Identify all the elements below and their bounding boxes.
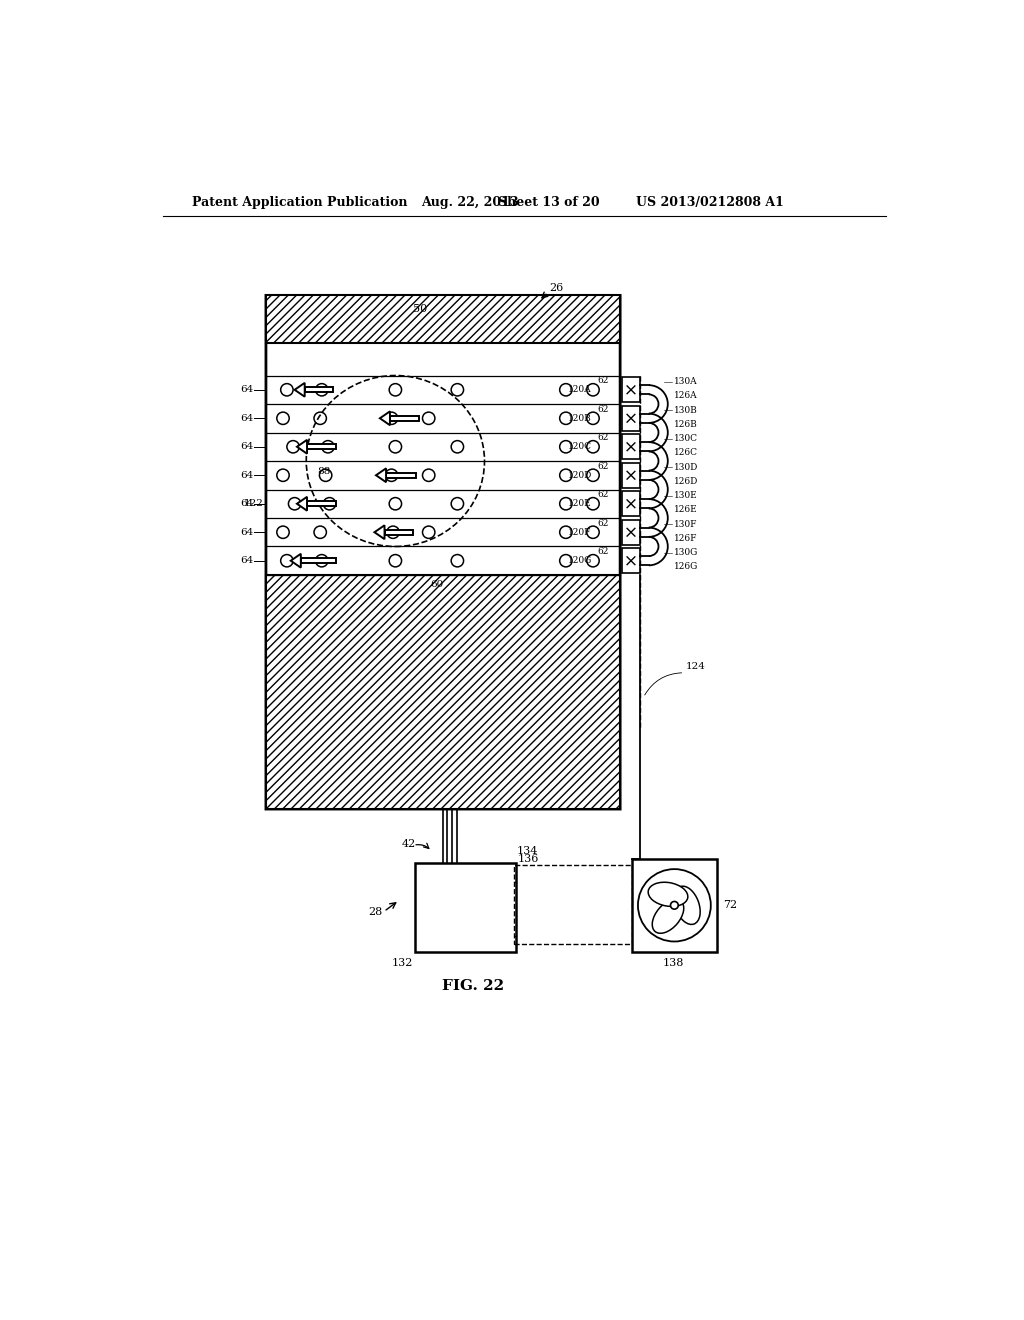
Text: 120D: 120D bbox=[568, 471, 593, 479]
Circle shape bbox=[638, 869, 711, 941]
Text: 62: 62 bbox=[597, 462, 608, 471]
Bar bbox=[623, 378, 640, 403]
Text: 120B: 120B bbox=[568, 413, 592, 422]
Bar bbox=[266, 296, 621, 343]
Polygon shape bbox=[291, 554, 301, 568]
Text: US 2013/0212808 A1: US 2013/0212808 A1 bbox=[636, 195, 783, 209]
Text: 126F: 126F bbox=[675, 533, 698, 543]
Polygon shape bbox=[305, 388, 334, 392]
Text: 126B: 126B bbox=[675, 420, 698, 429]
Text: Patent Application Publication: Patent Application Publication bbox=[191, 195, 408, 209]
Polygon shape bbox=[375, 525, 385, 539]
Polygon shape bbox=[307, 502, 336, 506]
Bar bbox=[623, 405, 640, 430]
Text: 138: 138 bbox=[663, 958, 684, 968]
Polygon shape bbox=[301, 558, 336, 564]
Ellipse shape bbox=[674, 886, 700, 924]
Text: 134: 134 bbox=[517, 846, 539, 857]
Polygon shape bbox=[307, 445, 336, 449]
Bar bbox=[632, 859, 717, 952]
Text: 120A: 120A bbox=[568, 385, 592, 395]
Text: 130F: 130F bbox=[675, 520, 698, 528]
Bar bbox=[623, 520, 640, 545]
Text: 72: 72 bbox=[723, 900, 737, 911]
Text: 126A: 126A bbox=[675, 392, 698, 400]
Text: 120F: 120F bbox=[568, 528, 592, 537]
Text: 62: 62 bbox=[597, 519, 608, 528]
Polygon shape bbox=[386, 473, 417, 478]
Text: 126G: 126G bbox=[675, 562, 698, 572]
Text: 130G: 130G bbox=[675, 548, 698, 557]
Text: 62: 62 bbox=[597, 491, 608, 499]
Text: 120E: 120E bbox=[568, 499, 592, 508]
Text: 62: 62 bbox=[597, 405, 608, 414]
Bar bbox=[266, 576, 621, 809]
Text: 64: 64 bbox=[241, 385, 254, 395]
Text: 120C: 120C bbox=[568, 442, 592, 451]
Text: 130A: 130A bbox=[675, 378, 698, 387]
Polygon shape bbox=[380, 412, 390, 425]
Text: 136: 136 bbox=[518, 854, 540, 865]
Text: 130B: 130B bbox=[675, 405, 698, 414]
Text: 62: 62 bbox=[597, 548, 608, 556]
Text: 130E: 130E bbox=[675, 491, 698, 500]
Bar bbox=[514, 866, 632, 944]
Text: Aug. 22, 2013: Aug. 22, 2013 bbox=[421, 195, 518, 209]
Text: FIG. 22: FIG. 22 bbox=[442, 979, 504, 993]
Text: 130D: 130D bbox=[675, 463, 698, 471]
FancyBboxPatch shape bbox=[266, 296, 621, 809]
Text: 64: 64 bbox=[241, 556, 254, 565]
Ellipse shape bbox=[652, 899, 684, 933]
Text: 124: 124 bbox=[686, 663, 706, 671]
Text: 126E: 126E bbox=[675, 506, 698, 515]
Text: 42: 42 bbox=[401, 838, 416, 849]
Text: 64: 64 bbox=[241, 528, 254, 537]
Bar bbox=[623, 548, 640, 573]
Ellipse shape bbox=[648, 882, 688, 907]
Polygon shape bbox=[376, 469, 386, 482]
Polygon shape bbox=[297, 440, 307, 454]
Bar bbox=[623, 462, 640, 488]
Text: 50: 50 bbox=[414, 304, 427, 314]
Text: 130C: 130C bbox=[675, 434, 698, 444]
Text: 64: 64 bbox=[241, 442, 254, 451]
Text: 62: 62 bbox=[597, 376, 608, 385]
Text: 126C: 126C bbox=[675, 449, 698, 458]
Text: 132: 132 bbox=[391, 958, 413, 968]
Text: 28: 28 bbox=[369, 907, 383, 916]
Text: 60: 60 bbox=[430, 579, 443, 589]
Polygon shape bbox=[295, 383, 305, 397]
Text: 120G: 120G bbox=[568, 556, 593, 565]
Text: Sheet 13 of 20: Sheet 13 of 20 bbox=[498, 195, 599, 209]
Text: 64: 64 bbox=[241, 413, 254, 422]
Bar bbox=[623, 434, 640, 459]
Text: 88: 88 bbox=[317, 466, 331, 475]
Text: 64: 64 bbox=[241, 499, 254, 508]
Text: 122: 122 bbox=[245, 499, 264, 508]
Text: 126D: 126D bbox=[675, 477, 698, 486]
Polygon shape bbox=[390, 416, 419, 421]
Circle shape bbox=[671, 902, 678, 909]
Polygon shape bbox=[385, 529, 414, 535]
Bar bbox=[415, 863, 515, 952]
Polygon shape bbox=[297, 496, 307, 511]
Text: 64: 64 bbox=[241, 471, 254, 479]
Text: 26: 26 bbox=[549, 282, 563, 293]
Bar bbox=[623, 491, 640, 516]
Text: 62: 62 bbox=[597, 433, 608, 442]
